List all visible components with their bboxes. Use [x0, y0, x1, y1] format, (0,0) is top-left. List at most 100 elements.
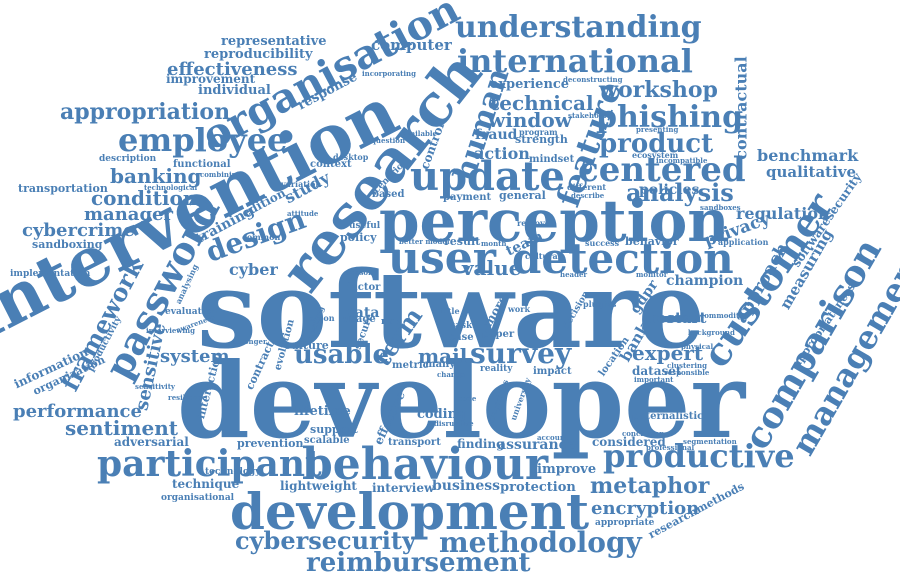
word: data	[345, 305, 380, 321]
word: software	[197, 247, 706, 372]
word: sensor	[346, 268, 372, 277]
word: code	[458, 394, 477, 403]
word: conclusion	[622, 429, 665, 438]
word: analysis	[626, 178, 734, 207]
word: paper	[482, 329, 515, 340]
word: commodity	[700, 311, 744, 320]
word: transport	[388, 437, 441, 448]
word: adversarial	[114, 435, 189, 449]
word: incorporating	[362, 69, 417, 78]
word: technical	[490, 91, 594, 115]
word: based	[372, 189, 405, 200]
word: technological	[144, 183, 198, 192]
word: qualitative	[766, 163, 857, 181]
word: technology	[205, 467, 261, 477]
word: representative	[221, 34, 327, 49]
word: monitor	[636, 270, 668, 279]
word: evaluation	[165, 307, 218, 317]
word: experience	[490, 77, 570, 92]
word: phishing	[596, 100, 744, 135]
word: business	[432, 478, 501, 494]
word: international	[457, 42, 693, 80]
word: participant	[97, 443, 322, 485]
word: general	[499, 189, 546, 202]
word: program	[519, 127, 558, 137]
word: functional	[173, 159, 231, 170]
word: physical	[681, 342, 714, 351]
word: disruptive	[434, 419, 474, 428]
word: manager	[84, 204, 173, 225]
word: title	[441, 306, 460, 316]
word: responsible	[664, 368, 710, 377]
word: product	[599, 129, 714, 159]
word: different	[567, 182, 607, 192]
word: user	[388, 233, 496, 284]
word: performance	[13, 401, 142, 422]
word: restart	[649, 309, 707, 327]
word: segmentation	[683, 437, 737, 446]
word: success	[585, 238, 620, 248]
word: lightweight	[280, 479, 357, 493]
word: interview	[372, 481, 435, 495]
word: champion	[666, 273, 744, 289]
word: person	[304, 313, 335, 323]
word: implementation	[10, 269, 91, 279]
word: dataset	[632, 364, 682, 378]
word: case	[449, 332, 474, 343]
word: common	[242, 232, 281, 242]
word: appropriation	[60, 99, 231, 125]
word: regulation	[736, 204, 830, 223]
word: benchmark	[757, 146, 859, 165]
word: contractual	[731, 56, 751, 160]
word: value	[462, 256, 522, 280]
word: encryption	[591, 498, 700, 519]
word: centered	[578, 150, 746, 190]
word: attitude	[287, 209, 319, 218]
word: metaphor	[590, 473, 710, 499]
word: variation	[281, 179, 322, 189]
word: improvement	[166, 72, 256, 86]
word: interviewing	[146, 326, 195, 335]
word: coding	[417, 407, 467, 422]
word: usable	[294, 340, 389, 370]
word: policies	[639, 182, 700, 198]
word: technique	[172, 477, 240, 491]
word: description	[99, 154, 157, 164]
word: question	[371, 136, 406, 145]
word: sentiment	[65, 416, 179, 440]
word: sandboxes	[700, 203, 741, 212]
word: employee	[118, 121, 288, 159]
word: policy	[340, 231, 377, 244]
word: culture	[284, 339, 329, 352]
word: impact	[533, 366, 572, 377]
word: reality	[480, 364, 513, 374]
word: behavior	[625, 235, 679, 248]
word: transportation	[18, 182, 108, 195]
word: support	[310, 423, 358, 436]
word: finding	[457, 437, 505, 451]
word: cybersecurity	[235, 526, 416, 555]
word: update	[410, 153, 565, 200]
word: metric	[392, 360, 429, 371]
word: expert	[632, 341, 704, 365]
word: better model	[399, 237, 450, 246]
word: fraud	[475, 127, 518, 143]
word: system	[160, 346, 230, 367]
word: cybercrime	[22, 220, 135, 241]
word: considered	[592, 435, 666, 449]
word: many	[425, 359, 456, 370]
word: available	[402, 129, 437, 138]
word: development	[230, 482, 590, 541]
word: professional	[646, 443, 695, 452]
word: sandboxing	[32, 238, 103, 251]
word: condition	[91, 186, 198, 210]
word: detection	[512, 234, 734, 283]
word: reproducibility	[204, 47, 313, 62]
word: stakeholder	[568, 111, 615, 120]
word: survey	[470, 337, 572, 370]
word: effectiveness	[167, 59, 298, 80]
word: plugins	[583, 299, 617, 309]
word: background	[688, 328, 735, 337]
word: mindset	[529, 154, 575, 165]
